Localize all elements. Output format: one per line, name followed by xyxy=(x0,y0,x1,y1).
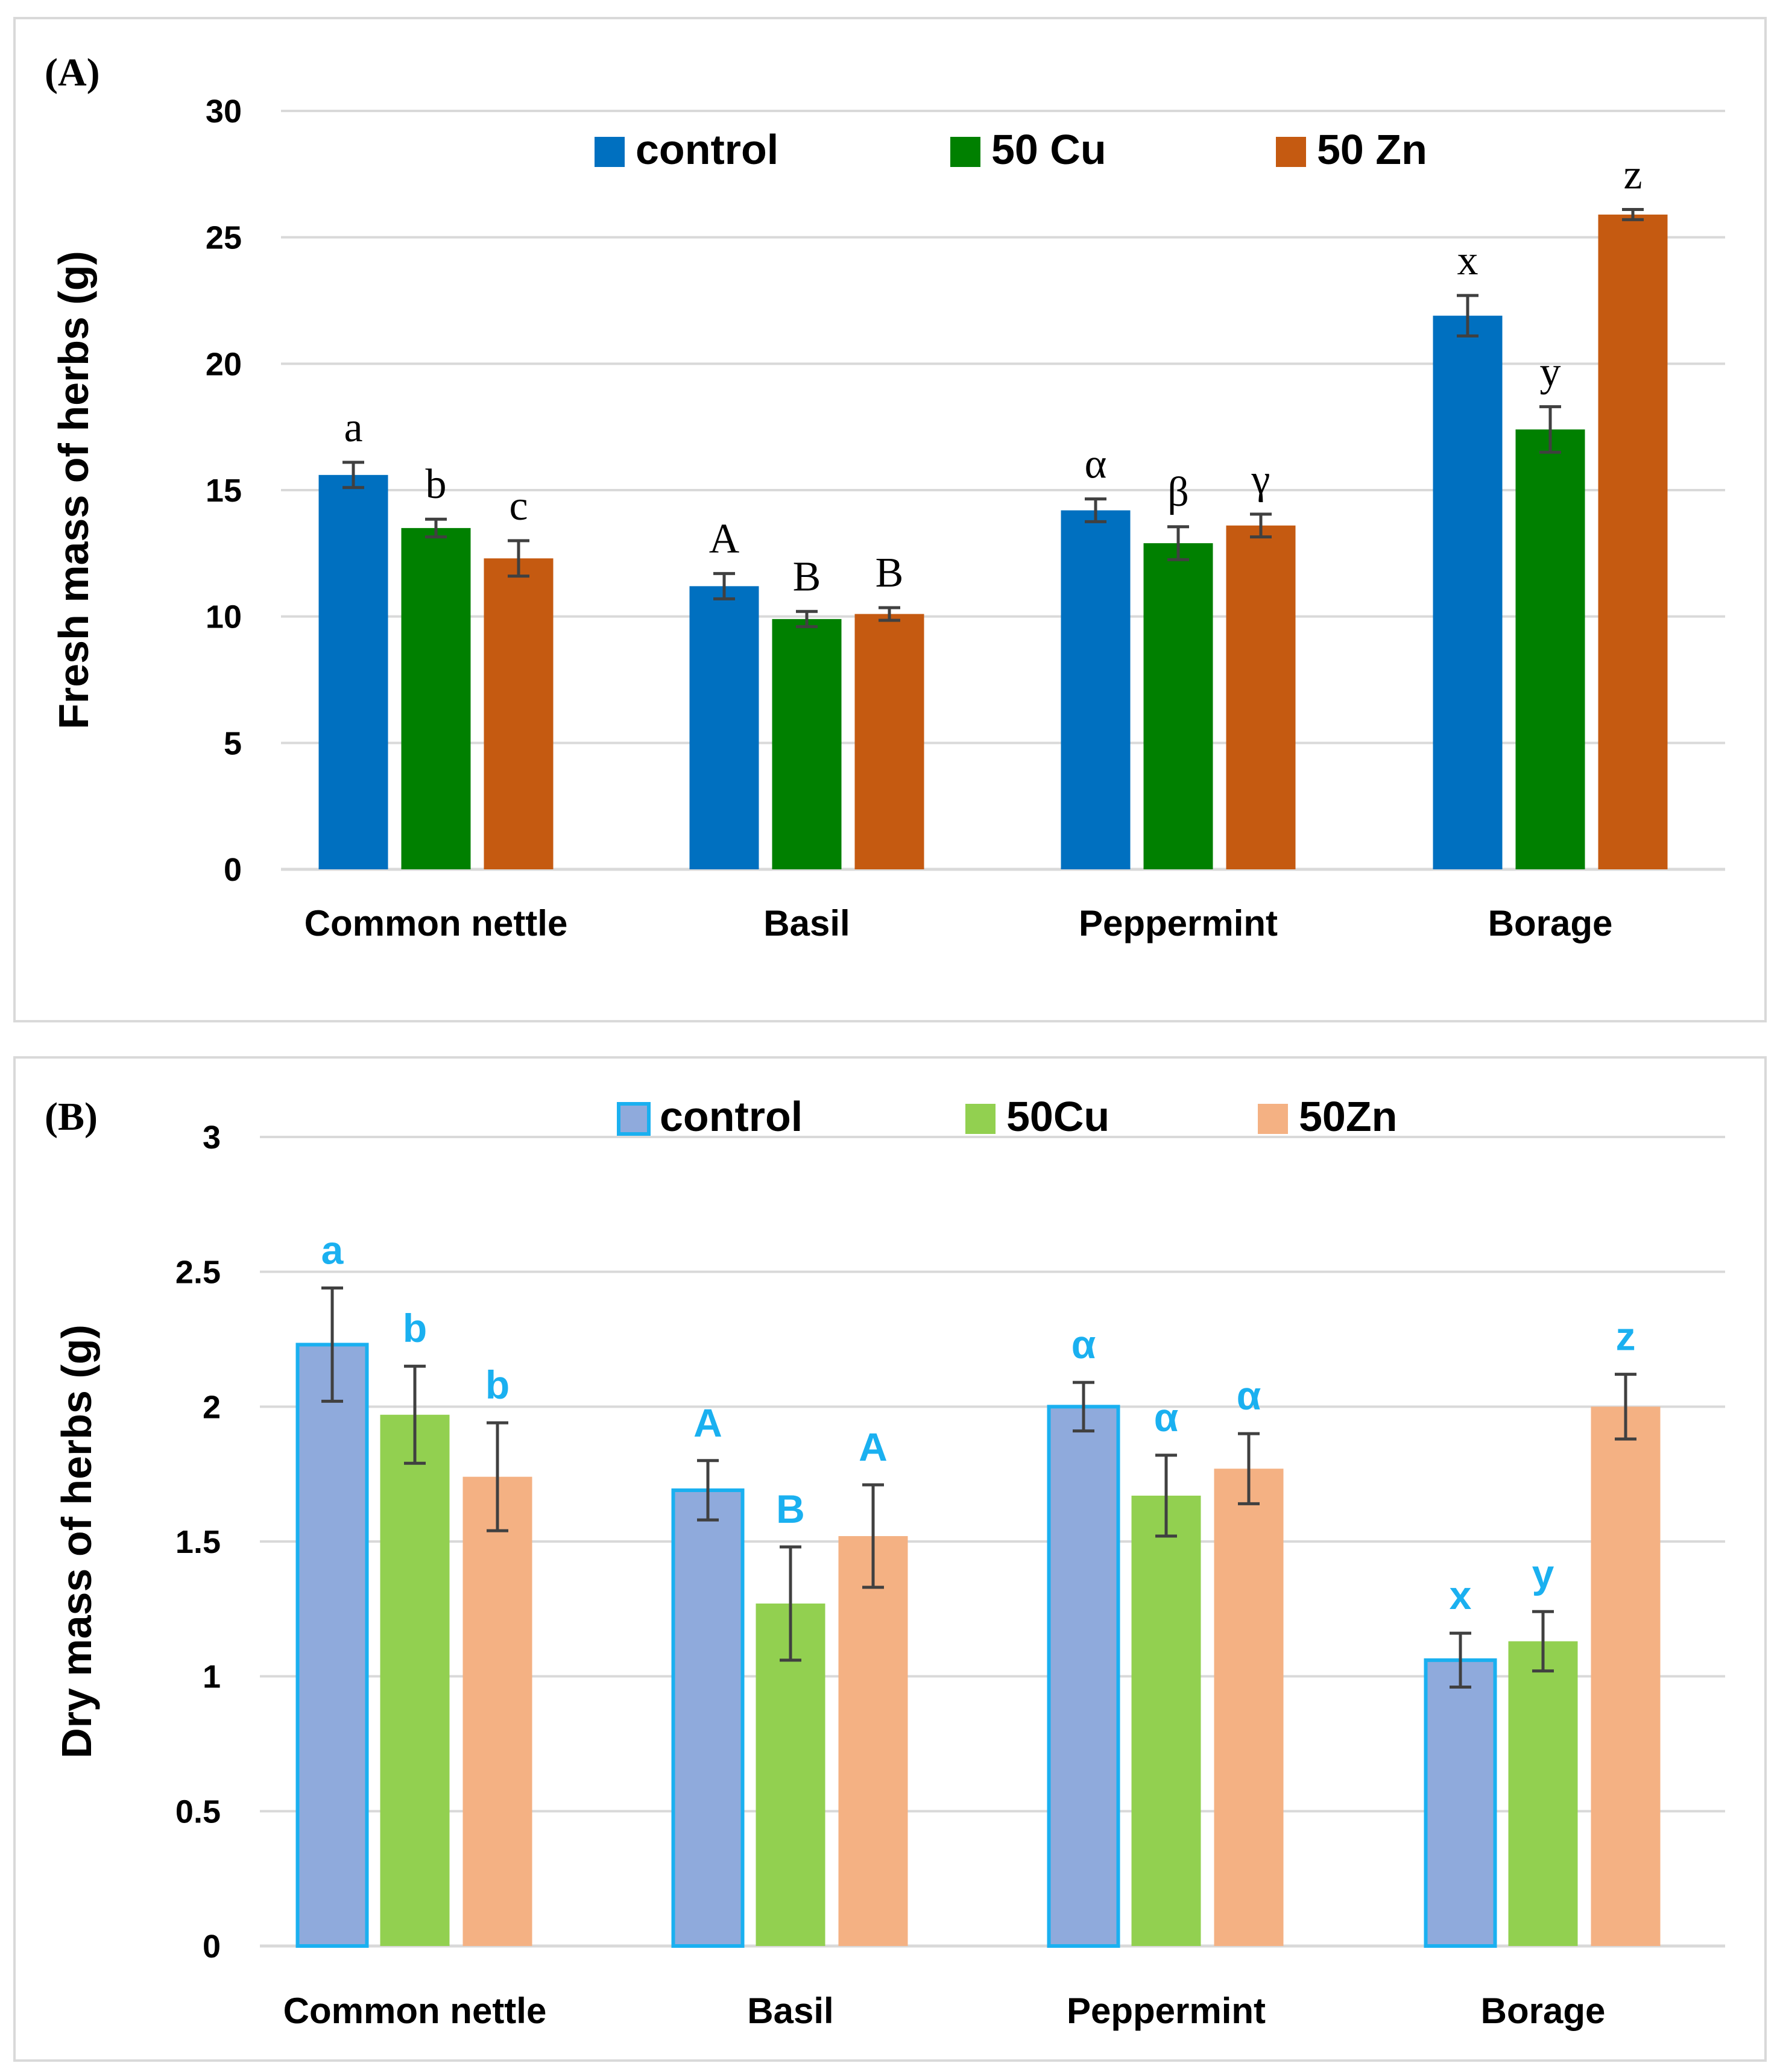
significance-letter: B xyxy=(776,1487,805,1531)
significance-letter: x xyxy=(1450,1573,1472,1617)
bar-50zn xyxy=(462,1476,532,1946)
category-label: Common nettle xyxy=(305,903,568,943)
significance-letter: γ xyxy=(1251,456,1270,503)
bar-control xyxy=(671,1488,745,1948)
bar-control xyxy=(295,1343,369,1948)
significance-letter: b xyxy=(485,1362,510,1407)
bar-50-cu xyxy=(1143,543,1213,869)
y-axis-title: Fresh mass of herbs (g) xyxy=(50,251,97,729)
significance-letter: α xyxy=(1071,1322,1096,1367)
legend-swatch xyxy=(595,137,625,167)
bar-50cu xyxy=(1508,1641,1578,1946)
y-tick-label: 20 xyxy=(206,346,242,382)
panel-label: (B) xyxy=(45,1095,98,1139)
bar-control xyxy=(1424,1658,1497,1948)
legend-label: 50 Zn xyxy=(1317,126,1427,173)
legend-label: control xyxy=(660,1093,803,1140)
bar-control xyxy=(318,474,388,869)
panel-label: (A) xyxy=(45,51,100,95)
bar-50-cu xyxy=(401,527,471,869)
significance-letter: B xyxy=(793,553,821,600)
significance-letter: β xyxy=(1167,469,1189,515)
significance-letter: B xyxy=(876,550,904,596)
bar-50-zn xyxy=(484,558,554,869)
category-label: Peppermint xyxy=(1079,903,1278,943)
y-tick-label: 30 xyxy=(206,93,242,130)
y-tick-label: 0 xyxy=(224,852,242,888)
significance-letter: α xyxy=(1237,1373,1261,1418)
significance-letter: α xyxy=(1085,441,1107,488)
significance-letter: b xyxy=(403,1306,427,1350)
y-tick-label: 1.5 xyxy=(175,1524,221,1560)
bar-50zn xyxy=(1591,1406,1661,1946)
significance-letter: A xyxy=(693,1400,722,1445)
legend-label: 50Cu xyxy=(1006,1093,1109,1140)
significance-letter: α xyxy=(1154,1395,1179,1440)
legend-swatch xyxy=(965,1104,996,1134)
legend-swatch xyxy=(1276,137,1306,167)
legend-label: 50 Cu xyxy=(991,126,1106,173)
legend-swatch xyxy=(617,1102,651,1136)
bar-control xyxy=(1047,1405,1120,1948)
significance-letter: y xyxy=(1532,1551,1554,1596)
bar-control xyxy=(1433,315,1503,869)
category-label: Basil xyxy=(747,1991,833,2031)
category-label: Common nettle xyxy=(283,1991,547,2031)
legend-label: control xyxy=(636,126,778,173)
bar-50-cu xyxy=(772,619,842,869)
significance-letter: a xyxy=(344,405,362,451)
significance-letter: y xyxy=(1540,349,1561,395)
significance-letter: z xyxy=(1623,152,1642,198)
bar-50-zn xyxy=(1598,214,1668,870)
y-tick-label: 0 xyxy=(203,1929,221,1965)
significance-letter: c xyxy=(509,483,528,529)
significance-letter: A xyxy=(859,1425,888,1469)
category-label: Basil xyxy=(763,903,850,943)
y-tick-label: 1 xyxy=(203,1659,221,1695)
bar-50-zn xyxy=(1226,525,1296,869)
y-tick-label: 25 xyxy=(206,220,242,256)
significance-letter: z xyxy=(1616,1314,1636,1359)
significance-letter: A xyxy=(709,515,740,562)
panel-a: (A) 0 5 10 15 20 25 30 Fresh mass of herbs (g) a A… xyxy=(13,17,1767,1022)
significance-letter: a xyxy=(321,1228,344,1273)
category-label: Borage xyxy=(1488,903,1613,943)
bar-50cu xyxy=(380,1414,450,1946)
chart-b: (B) 0 0.5 1 1.5 2 2.5 3 Dry mass of herbs (g) a Aα… xyxy=(45,1093,1725,2031)
significance-letter: x xyxy=(1457,238,1478,284)
legend-label: 50Zn xyxy=(1299,1093,1397,1140)
significance-letter: b xyxy=(426,461,447,508)
chart-a: (A) 0 5 10 15 20 25 30 Fresh mass of herbs (g) a A… xyxy=(45,51,1725,943)
legend-swatch xyxy=(1258,1104,1288,1134)
legend-swatch xyxy=(950,137,980,167)
bar-control xyxy=(689,586,759,869)
bar-control xyxy=(1061,510,1131,869)
y-tick-label: 3 xyxy=(203,1119,221,1156)
bar-50zn xyxy=(838,1536,908,1946)
bar-50-zn xyxy=(854,614,924,869)
y-tick-label: 5 xyxy=(224,725,242,761)
y-axis-title: Dry mass of herbs (g) xyxy=(53,1324,100,1759)
y-tick-label: 0.5 xyxy=(175,1793,221,1830)
bar-50cu xyxy=(1131,1495,1201,1946)
bar-50-cu xyxy=(1515,429,1585,869)
category-label: Peppermint xyxy=(1067,1991,1266,2031)
bar-50zn xyxy=(1214,1469,1284,1946)
y-tick-label: 2.5 xyxy=(175,1255,221,1291)
category-label: Borage xyxy=(1481,1991,1606,2031)
y-tick-label: 10 xyxy=(206,599,242,635)
y-tick-label: 2 xyxy=(203,1389,221,1425)
y-tick-label: 15 xyxy=(206,473,242,509)
